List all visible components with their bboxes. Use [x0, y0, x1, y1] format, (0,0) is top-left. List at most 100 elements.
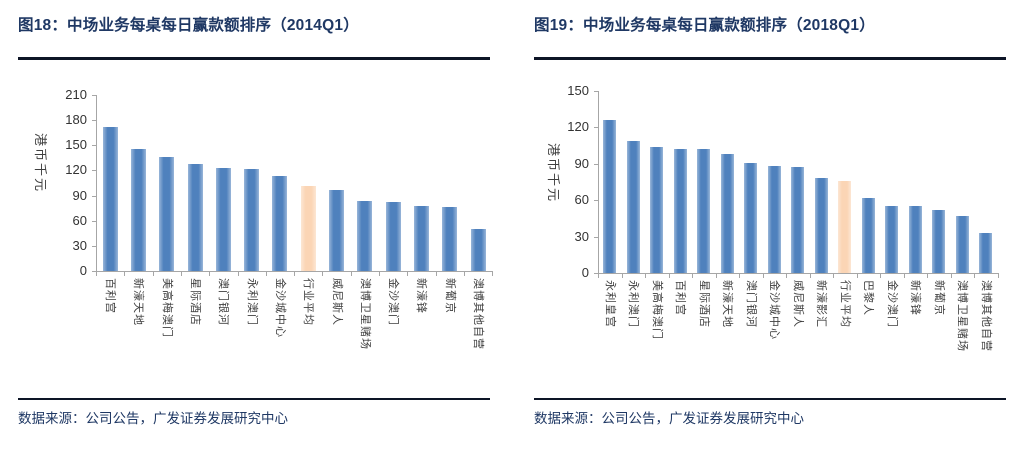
bar [471, 229, 486, 271]
bar [159, 157, 174, 271]
x-axis-tick [857, 274, 858, 278]
bar-chart-2014q1: 港币千元 0 30 60 90 120 150 180 210 百利宫 新濠天地 美高梅澳门 星际酒店… [16, 85, 494, 390]
category-label: 威尼斯人 [331, 278, 343, 326]
bar [216, 168, 231, 271]
industry-average-bar [301, 186, 316, 271]
bar-chart-2018q1: 港币千元 0 30 60 90 120 150 永利皇宫 永利澳门 美高梅澳门 百利宫 星际酒店 新濠… [532, 83, 1010, 390]
bar [862, 198, 875, 273]
category-label: 美高梅澳门 [161, 278, 173, 338]
footer-divider [18, 398, 490, 400]
bar [909, 206, 922, 273]
category-label: 百利宫 [104, 278, 116, 314]
y-axis-tick [594, 91, 598, 92]
y-tick-label: 210 [65, 87, 87, 102]
bar [956, 216, 969, 273]
x-axis-tick [124, 272, 125, 276]
x-axis-tick [716, 274, 717, 278]
bar [979, 233, 992, 273]
bar [768, 166, 781, 273]
figure-panel-2014q1: 图18：中场业务每桌每日赢款额排序（2014Q1） 港币千元 0 30 60 90 12… [16, 0, 494, 450]
x-axis-tick [266, 272, 267, 276]
y-axis-title: 港币千元 [33, 133, 48, 194]
industry-average-bar [838, 181, 851, 273]
category-label: 星际酒店 [698, 280, 710, 328]
x-axis-tick [96, 272, 97, 276]
y-axis-tick [92, 145, 96, 146]
bar [815, 178, 828, 273]
x-axis-tick [294, 272, 295, 276]
category-label: 永利澳门 [627, 280, 639, 328]
x-axis-tick [209, 272, 210, 276]
category-label: 威尼斯人 [792, 280, 804, 328]
category-label: 澳博其他自营 [472, 278, 484, 350]
x-axis-tick [322, 272, 323, 276]
x-axis-tick [786, 274, 787, 278]
category-label: 永利澳门 [246, 278, 258, 326]
bar [885, 206, 898, 273]
category-label: 新濠影汇 [815, 280, 827, 328]
category-label: 行业平均 [839, 280, 851, 328]
category-label: 新葡京 [444, 278, 456, 314]
y-axis-tick [92, 95, 96, 96]
x-axis-line [598, 273, 999, 274]
x-axis-tick [153, 272, 154, 276]
y-tick-label: 150 [567, 83, 589, 98]
y-axis-tick [594, 237, 598, 238]
category-label: 新葡京 [933, 280, 945, 316]
category-label: 星际酒店 [189, 278, 201, 326]
category-label: 美高梅澳门 [651, 280, 663, 340]
category-label: 金沙城中心 [768, 280, 780, 340]
x-axis-tick [692, 274, 693, 278]
x-axis-tick [436, 272, 437, 276]
x-axis-tick [464, 272, 465, 276]
y-axis-tick [594, 273, 598, 274]
y-axis-tick [594, 200, 598, 201]
bar [188, 164, 203, 271]
category-label: 新濠天地 [132, 278, 144, 326]
y-axis-tick [92, 170, 96, 171]
x-axis-tick [739, 274, 740, 278]
y-axis-tick [92, 271, 96, 272]
category-label: 新濠天地 [721, 280, 733, 328]
category-label: 澳博其他自营 [980, 280, 992, 352]
x-axis-tick [379, 272, 380, 276]
x-axis-tick [810, 274, 811, 278]
category-label: 永利皇宫 [604, 280, 616, 328]
category-label: 巴黎人 [862, 280, 874, 316]
bar [603, 120, 616, 273]
x-axis-tick [998, 274, 999, 278]
category-label: 金沙澳门 [886, 280, 898, 328]
x-axis-tick [351, 272, 352, 276]
y-axis-tick [92, 221, 96, 222]
y-tick-label: 120 [65, 162, 87, 177]
y-axis-tick [594, 164, 598, 165]
x-axis-tick [407, 272, 408, 276]
category-label: 金沙澳门 [387, 278, 399, 326]
y-axis-tick [92, 246, 96, 247]
bar [329, 190, 344, 271]
bar [131, 149, 146, 271]
x-axis-line [96, 271, 493, 272]
figure-panel-2018q1: 图19：中场业务每桌每日赢款额排序（2018Q1） 港币千元 0 30 60 90 12… [532, 0, 1010, 450]
y-axis-line [96, 95, 97, 272]
bar [244, 169, 259, 271]
title-divider [18, 57, 490, 60]
bar [627, 141, 640, 273]
footer-divider [534, 398, 1006, 400]
bar [744, 163, 757, 273]
x-axis-tick [238, 272, 239, 276]
bar [357, 201, 372, 271]
bar [414, 206, 429, 271]
data-source-text: 数据来源：公司公告，广发证券发展研究中心 [18, 411, 288, 426]
figure-title: 图18：中场业务每桌每日赢款额排序（2014Q1） [18, 17, 359, 34]
category-label: 新濠锋 [909, 280, 921, 316]
title-divider [534, 57, 1006, 60]
x-axis-tick [833, 274, 834, 278]
category-label: 百利宫 [674, 280, 686, 316]
x-axis-tick [951, 274, 952, 278]
bar [442, 207, 457, 271]
x-axis-tick [974, 274, 975, 278]
y-tick-label: 30 [574, 229, 589, 244]
x-axis-tick [598, 274, 599, 278]
